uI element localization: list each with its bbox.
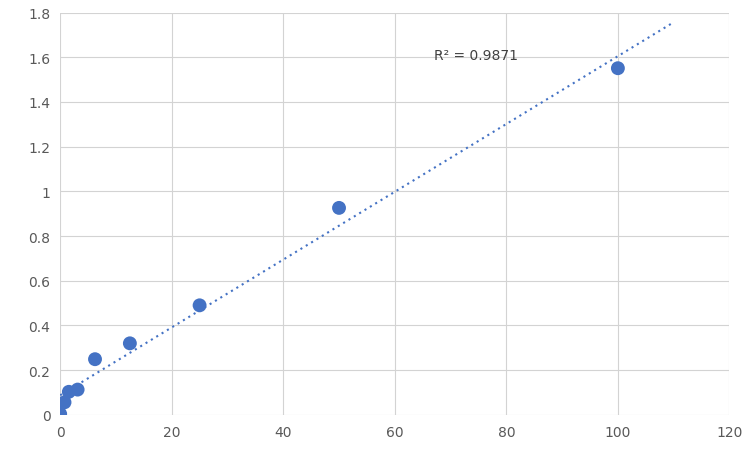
Point — [193, 302, 205, 309]
Point — [59, 399, 71, 406]
Point — [54, 410, 66, 418]
Point — [124, 340, 136, 347]
Point — [63, 388, 75, 396]
Point — [333, 205, 345, 212]
Point — [612, 65, 624, 73]
Text: R² = 0.9871: R² = 0.9871 — [434, 49, 518, 63]
Point — [89, 356, 101, 363]
Point — [71, 386, 83, 393]
